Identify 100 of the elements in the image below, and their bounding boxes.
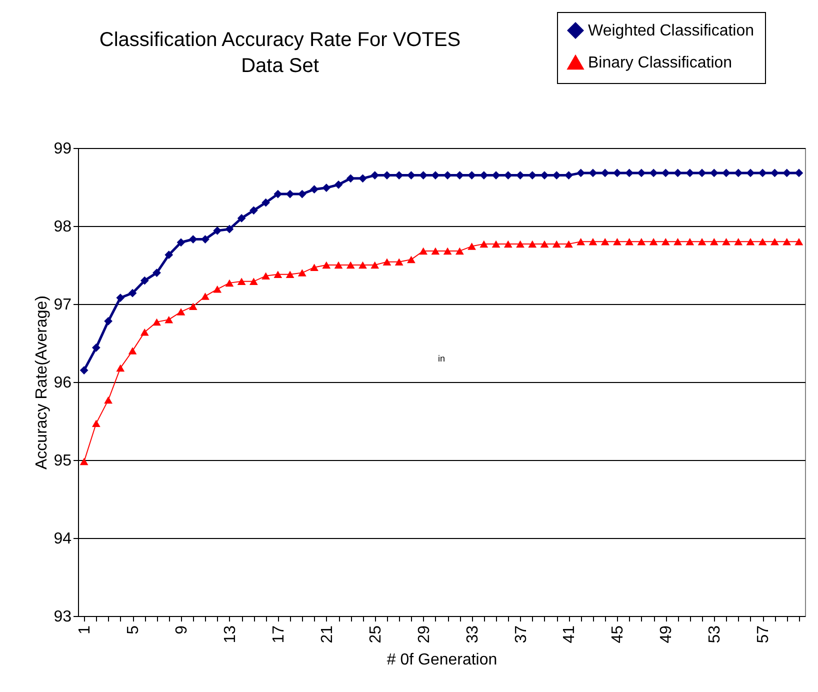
point [613,238,622,246]
point [346,174,355,183]
point [358,261,367,269]
x-tick-label: 41 [561,625,578,644]
point [419,247,428,255]
point [188,302,198,310]
point [152,318,161,326]
point [794,168,804,178]
point [552,240,561,248]
point [140,276,149,285]
point [698,238,706,246]
point [382,258,392,266]
point [516,171,524,180]
y-tick-label: 95 [54,452,72,470]
x-tick-label: 37 [512,625,530,644]
y-tick-label: 94 [54,530,72,548]
point [758,238,767,246]
x-tick-label: 29 [416,625,433,644]
point [674,168,682,178]
point [310,185,318,194]
point [674,238,682,246]
point [310,264,318,271]
x-tick-label: 49 [658,625,676,644]
point [625,168,634,178]
y-tick-label: 93 [54,608,72,626]
point [237,214,246,222]
point [734,238,743,246]
point [262,198,270,207]
point [722,238,730,246]
y-tick-label: 96 [54,374,72,392]
x-tick-label: 53 [706,625,724,644]
point [394,258,404,266]
point [625,238,634,246]
point [588,168,598,178]
point [770,238,779,246]
x-tick-label: 25 [367,625,384,644]
legend-label: Binary Classification [588,54,732,72]
point [80,458,88,466]
point [92,343,100,352]
chart-title: Classification Accuracy Rate For VOTES Data Set [99,29,461,77]
point [576,238,586,246]
point [649,238,658,246]
point [92,420,100,427]
point [80,366,88,374]
point [250,278,258,286]
point [213,286,222,293]
point [698,168,706,178]
point [152,268,161,277]
point [649,168,658,178]
point [407,256,416,264]
point [104,316,112,326]
point [334,180,343,189]
point [237,278,246,286]
point [588,238,598,246]
annotation: in [438,354,446,364]
point [322,261,331,269]
point [358,174,367,183]
point [782,238,792,246]
point [722,168,730,178]
x-tick-label: 21 [318,625,336,644]
point [746,168,755,178]
point [480,240,488,248]
point [661,238,670,246]
point [164,250,174,260]
point [286,270,294,278]
point [710,238,718,246]
x-tick-label: 17 [270,625,288,644]
point [613,168,622,178]
point [492,240,500,248]
point [516,240,524,248]
x-axis-title: # 0f Generation [386,651,498,668]
point [250,206,258,215]
point [564,240,573,248]
point [104,396,112,404]
y-tick-label: 98 [54,218,72,236]
point [225,224,234,234]
point [116,364,125,372]
point [431,247,440,255]
point [468,171,476,180]
x-tick-label: 13 [222,625,239,644]
point [116,294,125,302]
point [201,235,210,244]
point [504,240,512,248]
point [286,190,294,198]
x-tick-label: 45 [610,625,627,644]
point [201,292,210,300]
point [176,308,186,316]
point [262,272,270,280]
y-tick-label: 97 [54,296,72,314]
point [346,261,355,269]
point [298,269,306,276]
point [794,238,804,246]
point [770,168,779,178]
x-tick-label: 33 [464,625,482,644]
point [407,171,416,180]
point [322,184,331,192]
point [528,240,537,248]
point [213,226,222,235]
point [443,247,452,255]
point [164,316,174,324]
